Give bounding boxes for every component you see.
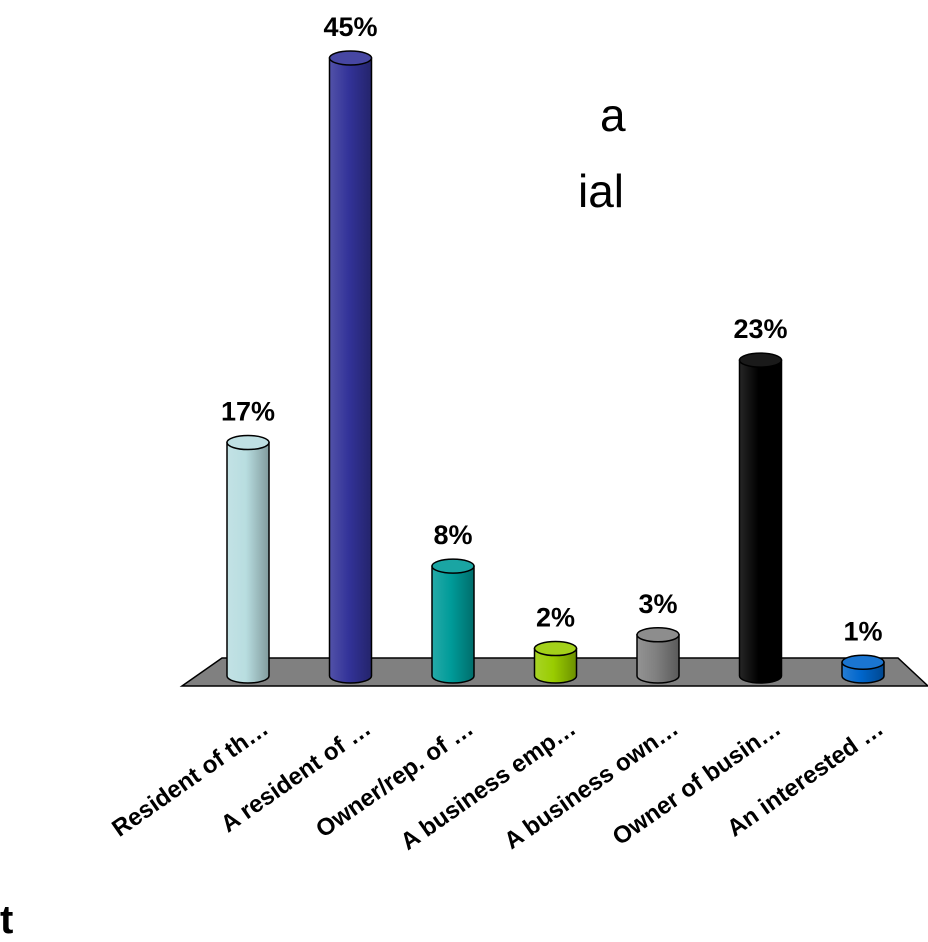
bar-top [431, 558, 475, 574]
bar [533, 640, 578, 684]
bars-layer [226, 50, 885, 684]
bar-body [738, 359, 783, 684]
cropped-title-line-1: a [600, 89, 626, 141]
bar-top [636, 627, 680, 643]
cropped-title-line-2: ial [578, 165, 625, 217]
bar-body [533, 647, 578, 684]
category-label: A business emp… [396, 715, 581, 856]
bar [431, 558, 475, 684]
data-label: 8% [433, 520, 472, 550]
bar [841, 654, 885, 684]
bar-top [328, 50, 373, 66]
data-label: 3% [638, 589, 677, 619]
data-label: 2% [536, 603, 575, 633]
bar [738, 352, 783, 684]
bar-top [226, 434, 270, 451]
bar-top [738, 352, 783, 368]
value-labels-layer: 17% 45% 8% 2% 3% 23% 1% [221, 12, 883, 646]
category-label: Owner of busin… [608, 715, 786, 851]
bar-top [533, 640, 578, 657]
bar-body [636, 634, 680, 684]
bar-top [841, 654, 885, 671]
data-label: 1% [843, 616, 882, 646]
category-labels-layer: Resident of th…A resident of …Owner/rep.… [107, 715, 888, 856]
bar-body [226, 441, 270, 684]
bar [226, 434, 270, 684]
bar-body [328, 57, 373, 684]
cropped-corner-text: t [0, 898, 14, 942]
data-label: 45% [323, 12, 377, 42]
bar [636, 627, 680, 684]
bar [328, 50, 373, 684]
data-label: 17% [221, 397, 275, 427]
category-label: A business own… [499, 715, 683, 855]
bar-body [431, 565, 475, 684]
data-label: 23% [733, 314, 787, 344]
